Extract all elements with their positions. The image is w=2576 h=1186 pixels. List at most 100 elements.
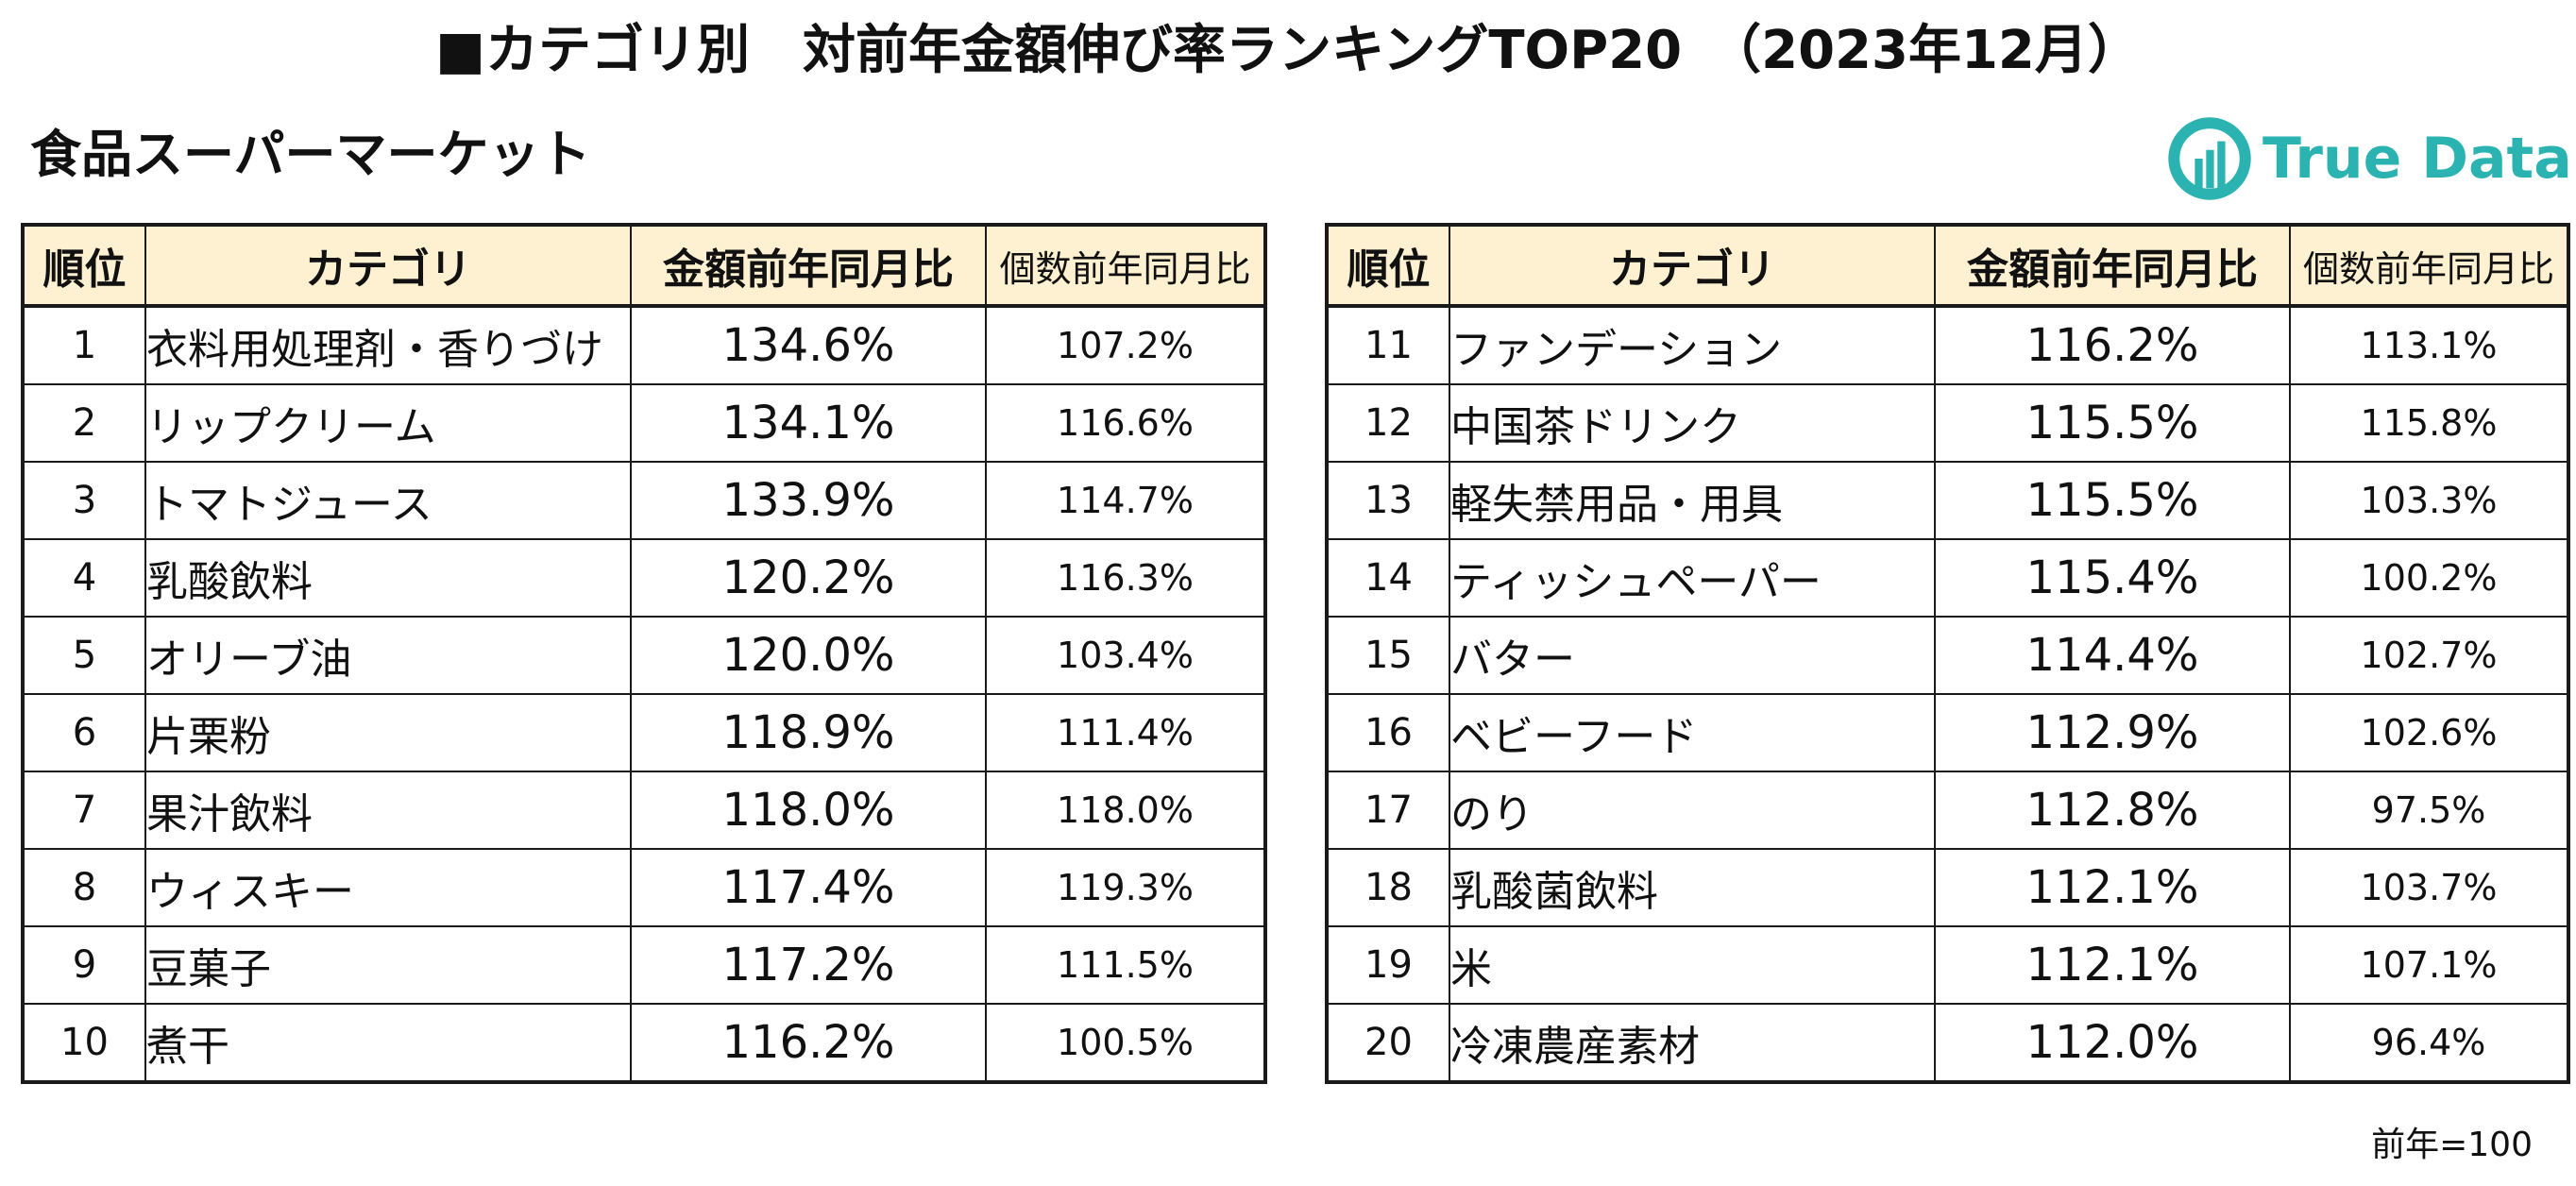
category-cell: リップクリーム	[144, 383, 632, 463]
rank-cell: 3	[22, 461, 146, 540]
units-yoy-cell: 103.3%	[2289, 461, 2569, 540]
rank-cell: 4	[22, 538, 146, 618]
table-row: 1 衣料用処理剤・香りづけ 134.6% 107.2%	[22, 305, 1266, 385]
table-row: 7 果汁飲料 118.0% 118.0%	[22, 771, 1266, 850]
category-cell: ファンデーション	[1449, 305, 1936, 385]
category-cell: ウィスキー	[144, 848, 632, 927]
table-row: 20 冷凍農産素材 112.0% 96.4%	[1326, 1003, 2569, 1083]
amount-yoy-cell: 115.5%	[1934, 383, 2291, 463]
rank-cell: 11	[1326, 305, 1450, 385]
header-units-yoy: 個数前年同月比	[985, 224, 1266, 308]
table-row: 2 リップクリーム 134.1% 116.6%	[22, 383, 1266, 463]
amount-yoy-cell: 112.1%	[1934, 848, 2291, 927]
units-yoy-cell: 114.7%	[985, 461, 1266, 540]
amount-yoy-cell: 134.1%	[630, 383, 987, 463]
units-yoy-cell: 107.1%	[2289, 925, 2569, 1005]
units-yoy-cell: 111.4%	[985, 693, 1266, 772]
units-yoy-cell: 111.5%	[985, 925, 1266, 1005]
table-row: 5 オリーブ油 120.0% 103.4%	[22, 616, 1266, 695]
amount-yoy-cell: 118.0%	[630, 771, 987, 850]
units-yoy-cell: 100.2%	[2289, 538, 2569, 618]
header-rank: 順位	[22, 224, 146, 308]
category-cell: バター	[1449, 616, 1936, 695]
rank-cell: 6	[22, 693, 146, 772]
rank-cell: 15	[1326, 616, 1450, 695]
table-row: 16 ベビーフード 112.9% 102.6%	[1326, 693, 2569, 772]
units-yoy-cell: 97.5%	[2289, 771, 2569, 850]
header-amount-yoy: 金額前年同月比	[1934, 224, 2291, 308]
header-rank: 順位	[1326, 224, 1450, 308]
table-row: 4 乳酸飲料 120.2% 116.3%	[22, 538, 1266, 618]
table-row: 18 乳酸菌飲料 112.1% 103.7%	[1326, 848, 2569, 927]
amount-yoy-cell: 115.4%	[1934, 538, 2291, 618]
rank-cell: 10	[22, 1003, 146, 1083]
amount-yoy-cell: 120.0%	[630, 616, 987, 695]
ranking-table-left: 順位 カテゴリ 金額前年同月比 個数前年同月比 1 衣料用処理剤・香りづけ 134.…	[21, 223, 1267, 1084]
table-header-row: 順位 カテゴリ 金額前年同月比 個数前年同月比	[1326, 224, 2569, 308]
rank-cell: 12	[1326, 383, 1450, 463]
category-cell: 冷凍農産素材	[1449, 1003, 1936, 1083]
table-row: 14 ティッシュペーパー 115.4% 100.2%	[1326, 538, 2569, 618]
table-row: 8 ウィスキー 117.4% 119.3%	[22, 848, 1266, 927]
amount-yoy-cell: 118.9%	[630, 693, 987, 772]
amount-yoy-cell: 117.2%	[630, 925, 987, 1005]
ranking-table-right: 順位 カテゴリ 金額前年同月比 個数前年同月比 11 ファンデーション 116.2%…	[1325, 223, 2570, 1084]
units-yoy-cell: 103.4%	[985, 616, 1266, 695]
section-title: 食品スーパーマーケット	[30, 125, 591, 184]
category-cell: 中国茶ドリンク	[1449, 383, 1936, 463]
amount-yoy-cell: 133.9%	[630, 461, 987, 540]
truedata-logo: True Data	[2161, 111, 2572, 206]
rank-cell: 18	[1326, 848, 1450, 927]
units-yoy-cell: 118.0%	[985, 771, 1266, 850]
table-row: 15 バター 114.4% 102.7%	[1326, 616, 2569, 695]
header-units-yoy: 個数前年同月比	[2289, 224, 2569, 308]
units-yoy-cell: 96.4%	[2289, 1003, 2569, 1083]
rank-cell: 13	[1326, 461, 1450, 540]
truedata-logo-icon	[2168, 117, 2251, 200]
table-row: 12 中国茶ドリンク 115.5% 115.8%	[1326, 383, 2569, 463]
category-cell: トマトジュース	[144, 461, 632, 540]
rank-cell: 17	[1326, 771, 1450, 850]
category-cell: 片栗粉	[144, 693, 632, 772]
category-cell: 果汁飲料	[144, 771, 632, 850]
amount-yoy-cell: 112.1%	[1934, 925, 2291, 1005]
amount-yoy-cell: 112.8%	[1934, 771, 2291, 850]
table-row: 11 ファンデーション 116.2% 113.1%	[1326, 305, 2569, 385]
units-yoy-cell: 115.8%	[2289, 383, 2569, 463]
rank-cell: 2	[22, 383, 146, 463]
header-category: カテゴリ	[1449, 224, 1936, 308]
rank-cell: 16	[1326, 693, 1450, 772]
table-row: 9 豆菓子 117.2% 111.5%	[22, 925, 1266, 1005]
table-row: 13 軽失禁用品・用具 115.5% 103.3%	[1326, 461, 2569, 540]
header-amount-yoy: 金額前年同月比	[630, 224, 987, 308]
amount-yoy-cell: 114.4%	[1934, 616, 2291, 695]
amount-yoy-cell: 120.2%	[630, 538, 987, 618]
amount-yoy-cell: 116.2%	[1934, 305, 2291, 385]
page-title: ■カテゴリ別 対前年金額伸び率ランキングTOP20 （2023年12月）	[435, 20, 2141, 81]
amount-yoy-cell: 115.5%	[1934, 461, 2291, 540]
amount-yoy-cell: 112.9%	[1934, 693, 2291, 772]
table-row: 10 煮干 116.2% 100.5%	[22, 1003, 1266, 1083]
rank-cell: 20	[1326, 1003, 1450, 1083]
units-yoy-cell: 102.7%	[2289, 616, 2569, 695]
table-header-row: 順位 カテゴリ 金額前年同月比 個数前年同月比	[22, 224, 1266, 308]
rank-cell: 19	[1326, 925, 1450, 1005]
units-yoy-cell: 102.6%	[2289, 693, 2569, 772]
category-cell: オリーブ油	[144, 616, 632, 695]
rank-cell: 5	[22, 616, 146, 695]
amount-yoy-cell: 117.4%	[630, 848, 987, 927]
category-cell: のり	[1449, 771, 1936, 850]
category-cell: 豆菓子	[144, 925, 632, 1005]
rank-cell: 8	[22, 848, 146, 927]
category-cell: 衣料用処理剤・香りづけ	[144, 305, 632, 385]
amount-yoy-cell: 134.6%	[630, 305, 987, 385]
rank-cell: 1	[22, 305, 146, 385]
units-yoy-cell: 116.3%	[985, 538, 1266, 618]
rank-cell: 14	[1326, 538, 1450, 618]
category-cell: 乳酸飲料	[144, 538, 632, 618]
rank-cell: 7	[22, 771, 146, 850]
units-yoy-cell: 107.2%	[985, 305, 1266, 385]
amount-yoy-cell: 112.0%	[1934, 1003, 2291, 1083]
header-category: カテゴリ	[144, 224, 632, 308]
units-yoy-cell: 116.6%	[985, 383, 1266, 463]
